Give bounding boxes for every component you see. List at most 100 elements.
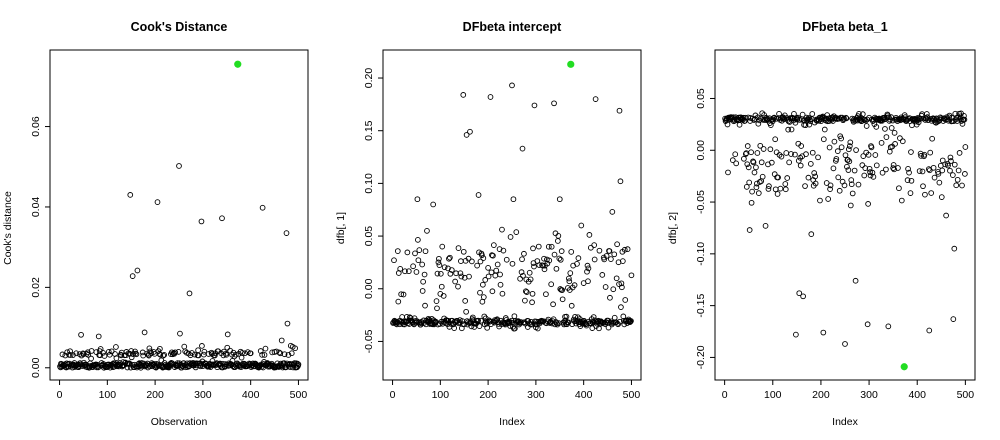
- data-point: [535, 319, 542, 325]
- panel-title: DFbeta intercept: [463, 20, 562, 34]
- data-point: [591, 242, 598, 248]
- data-point: [778, 153, 785, 160]
- data-point: [155, 361, 161, 368]
- data-point: [509, 260, 516, 267]
- data-point: [534, 325, 541, 332]
- data-point: [815, 154, 821, 161]
- data-point: [954, 118, 961, 124]
- y-tick-label: 0.15: [363, 120, 375, 141]
- data-point: [943, 212, 949, 219]
- data-point: [437, 270, 444, 277]
- data-point: [916, 168, 923, 174]
- data-point: [463, 132, 470, 138]
- data-point: [416, 247, 423, 253]
- data-point: [494, 261, 501, 268]
- data-point: [528, 321, 535, 328]
- y-tick-label: 0.05: [695, 88, 707, 109]
- data-point: [295, 361, 302, 368]
- data-point: [238, 354, 245, 361]
- data-point: [548, 243, 555, 250]
- data-point: [820, 136, 827, 143]
- data-point: [908, 149, 914, 155]
- data-point: [754, 180, 760, 187]
- data-point: [802, 183, 808, 189]
- data-point: [843, 115, 850, 122]
- data-point: [557, 256, 564, 263]
- data-point: [568, 249, 575, 255]
- x-tick-label: 0: [722, 389, 728, 401]
- data-point: [928, 190, 935, 196]
- data-point: [811, 170, 818, 176]
- data-point: [961, 116, 968, 123]
- data-point: [551, 100, 557, 107]
- data-point: [772, 186, 779, 193]
- data-point: [529, 299, 535, 306]
- data-point: [556, 255, 563, 262]
- data-point: [777, 185, 784, 192]
- x-tick-label: 200: [812, 389, 830, 401]
- data-point: [457, 270, 464, 277]
- y-axis-label: dfb[, 2]: [667, 212, 679, 244]
- data-point: [421, 271, 428, 278]
- data-point: [826, 144, 833, 151]
- data-point: [942, 161, 949, 168]
- data-point: [808, 231, 815, 238]
- data-point: [898, 197, 905, 204]
- data-point: [883, 166, 889, 173]
- data-point: [613, 275, 620, 282]
- data-point: [129, 273, 136, 279]
- data-point: [827, 186, 833, 192]
- data-point: [586, 232, 593, 238]
- data-point: [476, 323, 483, 329]
- data-point: [559, 296, 566, 303]
- data-point: [847, 139, 854, 146]
- data-point: [436, 262, 443, 268]
- data-point: [817, 197, 823, 204]
- data-point: [433, 298, 440, 304]
- y-tick-label: 0.00: [695, 140, 707, 161]
- data-point: [500, 247, 507, 254]
- y-tick-label: -0.10: [695, 242, 707, 266]
- data-point: [745, 164, 752, 171]
- data-point: [798, 143, 805, 149]
- data-point: [400, 291, 407, 298]
- data-point: [127, 364, 134, 371]
- data-point: [578, 222, 585, 229]
- data-point: [751, 169, 758, 176]
- data-point: [497, 281, 504, 288]
- data-point: [725, 169, 731, 176]
- data-point: [568, 302, 575, 309]
- data-point: [292, 345, 298, 352]
- data-point: [908, 177, 915, 184]
- data-point: [417, 321, 424, 328]
- data-point: [391, 257, 397, 264]
- data-point: [905, 165, 911, 172]
- data-point: [847, 202, 854, 209]
- data-point: [622, 297, 629, 303]
- data-point: [480, 255, 487, 261]
- data-point: [176, 163, 182, 169]
- data-point: [517, 275, 523, 282]
- data-point: [247, 350, 254, 357]
- data-point: [891, 166, 897, 173]
- x-axis-label: Index: [499, 416, 525, 428]
- data-point: [276, 349, 283, 356]
- data-point: [927, 149, 934, 156]
- data-point: [508, 317, 515, 324]
- data-point: [205, 351, 212, 357]
- data-point: [838, 135, 845, 142]
- data-point: [610, 286, 617, 293]
- data-point: [888, 125, 895, 131]
- data-point: [223, 351, 230, 358]
- data-point: [921, 151, 928, 158]
- data-point: [741, 118, 748, 124]
- data-point: [951, 161, 958, 168]
- data-point: [853, 147, 859, 153]
- data-point: [460, 248, 467, 255]
- data-point: [584, 262, 591, 269]
- data-point: [848, 181, 855, 188]
- data-point: [499, 226, 505, 233]
- x-axis-label: Observation: [151, 416, 208, 428]
- data-point: [862, 117, 869, 124]
- data-point: [278, 337, 285, 344]
